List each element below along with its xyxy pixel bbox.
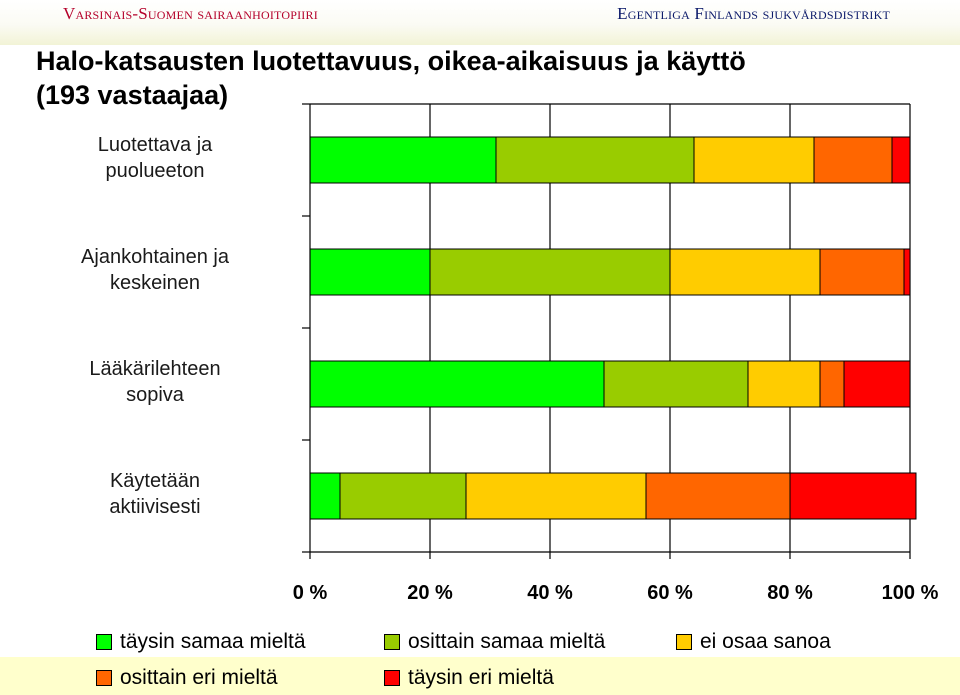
bar-segment (903, 248, 911, 296)
x-tick-label: 60 % (647, 582, 693, 604)
bar-segment (819, 360, 845, 408)
header-band: Varsinais-Suomen sairaanhoitopiiri Egent… (0, 0, 960, 45)
chart-title: Halo-katsausten luotettavuus, oikea-aika… (36, 44, 746, 112)
x-tick-label: 0 % (293, 582, 328, 604)
bar-segment (309, 136, 497, 184)
bar-segment (339, 472, 467, 520)
organization-name-swedish: Egentliga Finlands sjukvårdsdistrikt (617, 4, 890, 23)
bar-segment (309, 360, 605, 408)
x-tick-label: 20 % (407, 582, 453, 604)
bar-segment (603, 360, 749, 408)
bar-segment (693, 136, 815, 184)
bar-segment (429, 248, 671, 296)
legend-label-1: täysin samaa mieltä (120, 630, 306, 653)
legend-label-3: ei osaa sanoa (700, 630, 831, 653)
legend-item-2: osittain samaa mieltä (384, 630, 605, 654)
x-tick-label: 80 % (767, 582, 813, 604)
legend-swatch-2 (384, 634, 400, 650)
stacked-bar-chart: 0 % 20 % 40 % 60 % 80 % 100 % (293, 103, 939, 604)
legend-label-4: osittain eri mieltä (120, 666, 278, 689)
bar-segment (891, 136, 911, 184)
legend-swatch-1 (96, 634, 112, 650)
chart-title-line-1: Halo-katsausten luotettavuus, oikea-aika… (36, 46, 746, 76)
bar-segment (843, 360, 911, 408)
category-label-4: Käytetään aktiivisesti (109, 470, 201, 518)
bar-segment (465, 472, 647, 520)
bar-segment (819, 248, 905, 296)
legend-swatch-5 (384, 670, 400, 686)
legend-label-2: osittain samaa mieltä (408, 630, 606, 653)
bar-segment (789, 472, 917, 520)
chart-title-line-2: (193 vastaajaa) (36, 80, 229, 110)
bar-segment (669, 248, 821, 296)
category-label-2: Ajankohtainen ja keskeinen (81, 246, 229, 294)
bar-segment (309, 472, 341, 520)
legend-item-3: ei osaa sanoa (676, 630, 831, 654)
legend-item-4: osittain eri mieltä (96, 666, 278, 690)
legend-swatch-4 (96, 670, 112, 686)
bar-segment (495, 136, 695, 184)
bar-segment (645, 472, 791, 520)
x-tick-label: 100 % (882, 582, 939, 604)
category-label-3: Lääkärilehteen sopiva (89, 358, 221, 406)
x-tick-label: 40 % (527, 582, 573, 604)
bar-segment (747, 360, 821, 408)
bar-segment (813, 136, 893, 184)
legend-item-1: täysin samaa mieltä (96, 630, 306, 654)
footer-band (0, 657, 960, 695)
legend-item-5: täysin eri mieltä (384, 666, 554, 690)
category-label-1: Luotettava ja puolueeton (97, 134, 213, 182)
legend-swatch-3 (676, 634, 692, 650)
bar-segment (309, 248, 431, 296)
legend-label-5: täysin eri mieltä (408, 666, 554, 689)
organization-name-finnish: Varsinais-Suomen sairaanhoitopiiri (63, 4, 318, 23)
